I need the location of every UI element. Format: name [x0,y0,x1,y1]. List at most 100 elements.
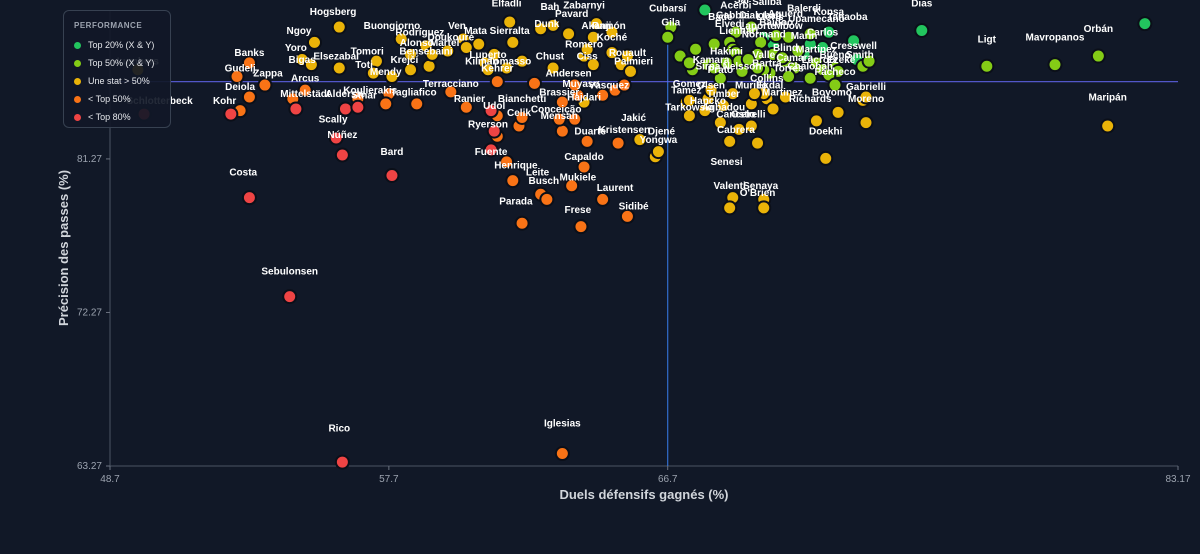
point-label: Rico [328,423,350,434]
point-label: Mbow [774,21,803,32]
data-point [334,147,350,163]
point-label: Ryerson [468,120,508,131]
data-point [706,60,722,76]
data-point [1137,16,1153,32]
point-label: Bianchetti [498,94,547,105]
data-point [632,132,648,148]
point-label: Yongwa [640,135,678,146]
data-point [409,96,425,112]
point-label: Zabarnyi [563,0,605,11]
point-label: Senaya [743,181,778,192]
data-point [660,29,676,45]
point-label: Kehrer [481,63,513,74]
point-label: Nelsson [723,62,762,73]
point-label: Banks [234,48,264,59]
point-label: O'Brien [740,188,776,199]
point-label: Palmieri [614,57,653,68]
point-label: Cresswell [830,41,877,52]
data-point [722,133,738,149]
data-point [328,130,344,146]
data-point [241,89,257,105]
legend-label: Une stat > 50% [88,76,150,86]
point-label: Sierralta [490,26,530,37]
data-point [573,219,589,235]
point-label: Deiola [225,82,255,93]
point-label: Luperto [469,50,506,61]
data-point [979,58,995,74]
data-point [424,46,440,62]
point-label: Konsa [814,7,845,18]
legend-dot-lime [74,59,81,67]
point-label: Moreno [848,94,884,105]
point-label: Mittelstädt [280,89,331,100]
point-label: Mata [464,26,487,37]
data-point [526,75,542,91]
point-label: Upamecano [788,14,845,25]
point-label: Elvedi [715,19,745,30]
data-point [539,191,555,207]
legend-item-top20: Top 20% (X & Y) [74,36,160,54]
point-label: Hakimi [710,46,743,57]
data-point [421,58,437,74]
point-label: Sirna [695,62,720,73]
point-label: Andersen [545,69,591,80]
data-point [1100,118,1116,134]
x-axis-title: Duels défensifs gagnés (%) [559,487,728,502]
point-label: Jakić [621,113,646,124]
point-label: Ven [448,21,466,32]
data-point [740,51,756,67]
data-point [619,48,635,64]
data-point [241,55,257,71]
data-point [241,190,257,206]
data-point [774,50,790,66]
point-label: Ostrelli [731,109,766,120]
x-tick-label: 66.7 [658,474,678,485]
data-point [337,101,353,117]
point-label: Bueno [819,50,850,61]
data-point [743,19,759,35]
data-point [499,60,515,76]
data-point [585,29,601,45]
data-point [756,200,772,216]
data-point [722,200,738,216]
data-point [554,123,570,139]
point-label: Krejčí [390,55,419,66]
point-label: Djené [648,127,676,138]
data-point [505,34,521,50]
data-point [505,173,521,189]
point-label: Cabrera [717,125,755,136]
legend-dot-green [74,41,81,49]
data-point [619,208,635,224]
data-point [802,26,818,42]
point-label: Rodríguez [395,28,444,39]
data-point [514,109,530,125]
x-tick-label: 57.7 [379,474,399,485]
point-label: Kohr [213,96,236,107]
data-point [393,31,409,47]
point-label: Martinez [796,45,837,56]
data-point [846,33,862,49]
point-label: Smith [846,50,874,61]
point-label: Muyaso [562,79,599,90]
data-point [480,62,496,78]
data-point [458,99,474,115]
point-label: Laurent [597,183,634,194]
legend-item-top50: Top 50% (X & Y) [74,54,160,72]
data-point [914,22,930,38]
point-label: Pavard [555,9,588,20]
data-point [334,454,350,470]
data-point [576,159,592,175]
point-label: Buongiorno [364,21,421,32]
data-point [551,111,567,127]
data-point [579,133,595,149]
point-label: Bah [541,2,560,13]
data-point [588,16,604,32]
point-label: Gomez [673,79,706,90]
data-point [688,41,704,57]
point-label: Alonso [400,38,434,49]
data-point [567,111,583,127]
point-label: Henrique [494,161,538,172]
point-label: Laporte [739,21,776,32]
point-label: Ekdal [757,80,784,91]
point-label: Gabbia [716,11,750,22]
